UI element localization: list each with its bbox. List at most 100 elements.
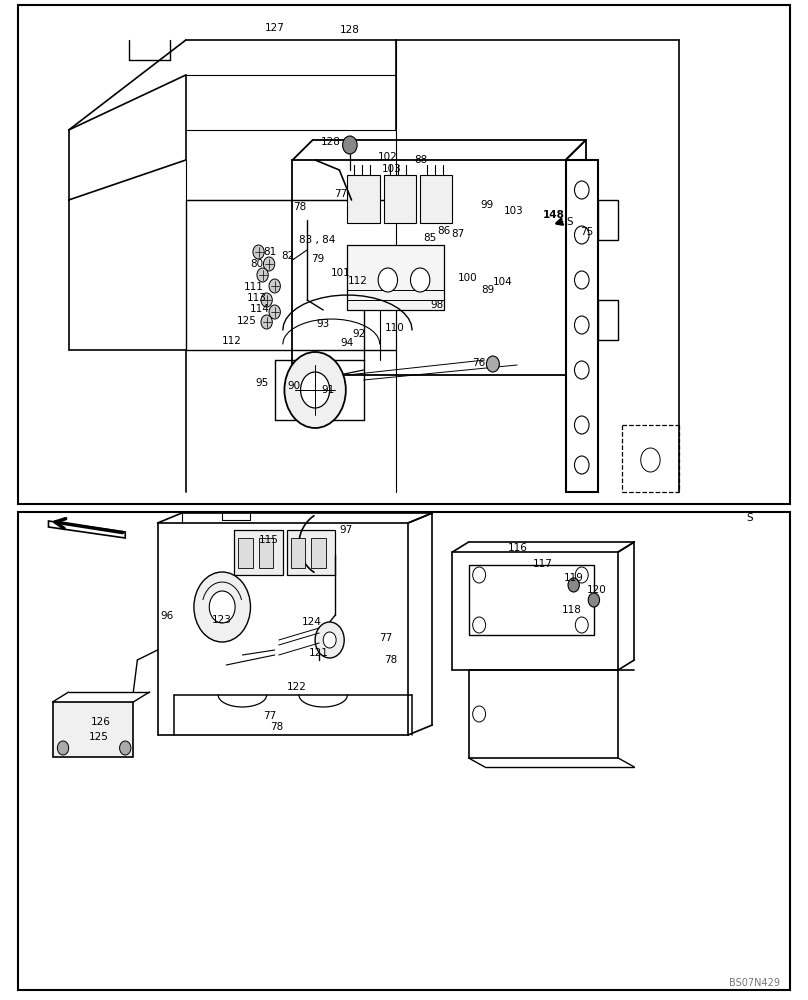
Text: 111: 111 [244, 282, 264, 292]
Text: 94: 94 [340, 338, 353, 348]
Circle shape [343, 136, 357, 154]
Text: 87: 87 [451, 229, 464, 239]
Circle shape [301, 372, 330, 408]
Text: 99: 99 [480, 200, 493, 210]
Text: 122: 122 [287, 682, 307, 692]
Text: 114: 114 [250, 304, 270, 314]
Bar [598, 200, 618, 240]
Text: 148: 148 [543, 210, 565, 220]
Text: 100: 100 [457, 273, 477, 283]
Text: 83 , 84: 83 , 84 [299, 235, 335, 245]
Circle shape [568, 578, 579, 592]
Text: S: S [747, 513, 753, 523]
Text: 90: 90 [288, 381, 301, 391]
Circle shape [574, 361, 589, 379]
Circle shape [641, 448, 660, 472]
Text: 117: 117 [533, 559, 553, 569]
Text: 121: 121 [309, 648, 329, 658]
Circle shape [575, 617, 588, 633]
Bar [566, 160, 598, 492]
Circle shape [261, 315, 272, 329]
Circle shape [473, 617, 486, 633]
Text: 115: 115 [259, 535, 279, 545]
Bar [347, 245, 444, 310]
Bar [18, 512, 790, 990]
Circle shape [574, 316, 589, 334]
Text: 85: 85 [423, 233, 436, 243]
Circle shape [269, 305, 280, 319]
Circle shape [574, 271, 589, 289]
Text: 123: 123 [212, 615, 232, 625]
Bar [238, 538, 253, 568]
Circle shape [253, 245, 264, 259]
Bar [347, 175, 380, 223]
Circle shape [473, 567, 486, 583]
Text: 127: 127 [265, 23, 285, 33]
Text: 77: 77 [334, 189, 347, 199]
Text: 82: 82 [281, 251, 294, 261]
Text: 86: 86 [437, 226, 450, 236]
Text: 124: 124 [302, 617, 322, 627]
Circle shape [323, 632, 336, 648]
Bar [234, 530, 283, 575]
Circle shape [410, 268, 430, 292]
Text: 92: 92 [352, 329, 365, 339]
Text: 125: 125 [237, 316, 257, 326]
Bar [384, 175, 416, 223]
Text: 128: 128 [339, 25, 360, 35]
Circle shape [486, 356, 499, 372]
Circle shape [263, 257, 275, 271]
Circle shape [284, 352, 346, 428]
Text: 89: 89 [482, 285, 494, 295]
Text: 95: 95 [255, 378, 268, 388]
Text: 128: 128 [321, 137, 341, 147]
Bar [311, 538, 326, 568]
Text: 110: 110 [385, 323, 404, 333]
Text: 104: 104 [493, 277, 512, 287]
Text: 93: 93 [316, 319, 329, 329]
Circle shape [574, 416, 589, 434]
Bar [469, 565, 594, 635]
Circle shape [269, 279, 280, 293]
Bar [287, 530, 335, 575]
Text: 78: 78 [270, 722, 283, 732]
Text: 103: 103 [382, 164, 402, 174]
Text: 120: 120 [587, 585, 606, 595]
Text: 103: 103 [504, 206, 524, 216]
Text: 78: 78 [293, 202, 306, 212]
Circle shape [57, 741, 69, 755]
Text: 88: 88 [415, 155, 427, 165]
Text: 112: 112 [347, 276, 368, 286]
Circle shape [315, 622, 344, 658]
Text: 91: 91 [322, 385, 335, 395]
Text: 112: 112 [222, 336, 242, 346]
Text: 80: 80 [250, 259, 263, 269]
Text: 98: 98 [431, 300, 444, 310]
Text: 79: 79 [311, 254, 324, 264]
Circle shape [473, 706, 486, 722]
Text: 116: 116 [507, 543, 528, 553]
Text: 77: 77 [263, 711, 276, 721]
Circle shape [209, 591, 235, 623]
Text: 113: 113 [247, 293, 267, 303]
Bar [420, 175, 452, 223]
Text: 101: 101 [331, 268, 351, 278]
Text: 119: 119 [564, 573, 584, 583]
Circle shape [574, 456, 589, 474]
Circle shape [575, 567, 588, 583]
Bar [53, 702, 133, 757]
Bar [259, 538, 273, 568]
Bar [291, 538, 305, 568]
Circle shape [574, 181, 589, 199]
Text: 96: 96 [160, 611, 173, 621]
Text: 76: 76 [472, 358, 485, 368]
Text: 126: 126 [90, 717, 111, 727]
Circle shape [378, 268, 398, 292]
Circle shape [194, 572, 250, 642]
Text: 125: 125 [89, 732, 109, 742]
Text: 75: 75 [580, 227, 593, 237]
Circle shape [588, 593, 600, 607]
Text: 77: 77 [379, 633, 392, 643]
Text: 118: 118 [562, 605, 582, 615]
Text: 102: 102 [378, 152, 398, 162]
